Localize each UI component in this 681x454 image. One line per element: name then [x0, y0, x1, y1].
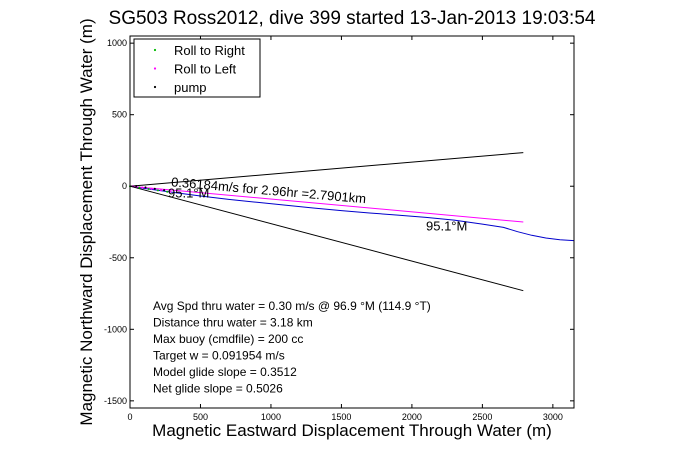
summary-line: Distance thru water = 3.18 km: [153, 316, 313, 330]
y-tick-label: 1000: [107, 38, 127, 48]
legend-marker: [153, 67, 157, 70]
plot-annotation: 95.1°M: [426, 219, 467, 234]
notes-layer: Avg Spd thru water = 0.30 m/s @ 96.9 °M …: [153, 299, 431, 396]
ticks-layer: 0 500 1000 1500 2000 2500 3000 -1500 -1000 -500 0 5…: [104, 36, 574, 422]
legend-label: Roll to Right: [174, 43, 245, 58]
y-tick-label: -1000: [104, 324, 127, 334]
x-tick-label: 500: [193, 412, 208, 422]
roll-marker: [138, 186, 141, 189]
series-layer: [129, 152, 575, 292]
roll-marker: [150, 187, 153, 190]
x-tick-label: 2500: [472, 412, 492, 422]
roll-marker: [153, 187, 156, 190]
roll-marker: [135, 185, 138, 188]
summary-line: Model glide slope = 0.3512: [153, 365, 297, 379]
legend-marker: [153, 48, 157, 52]
roll-marker: [144, 186, 147, 189]
y-tick-label: -1500: [104, 396, 127, 406]
roll-marker: [160, 189, 163, 192]
summary-line: Target w = 0.091954 m/s: [153, 349, 285, 363]
legend-label: Roll to Left: [174, 62, 237, 77]
y-tick-label: 500: [112, 110, 127, 120]
roll-marker: [163, 189, 166, 192]
x-tick-label: 3000: [543, 412, 563, 422]
chart-title: SG503 Ross2012, dive 399 started 13-Jan-…: [109, 8, 596, 29]
legend-marker: [153, 85, 157, 89]
roll-marker: [169, 190, 172, 193]
roll-marker: [156, 189, 159, 192]
series-line-1: [129, 185, 524, 223]
x-axis-label: Magnetic Eastward Displacement Through W…: [152, 421, 552, 440]
plot-frame: [129, 35, 575, 409]
x-tick-label: 2000: [402, 412, 422, 422]
y-tick-label: 0: [122, 181, 127, 191]
x-tick-label: 0: [127, 412, 132, 422]
summary-line: Avg Spd thru water = 0.30 m/s @ 96.9 °M …: [153, 299, 431, 313]
series-line-0: [129, 185, 575, 242]
y-axis-label: Magnetic Northward Displacement Through …: [77, 18, 96, 425]
x-tick-label: 1500: [331, 412, 351, 422]
y-tick-label: -500: [109, 253, 127, 263]
summary-line: Net glide slope = 0.5026: [153, 382, 283, 396]
roll-marker: [166, 190, 169, 193]
plot-annotation: 95.1°M: [168, 186, 209, 201]
summary-line: Max buoy (cmdfile) = 200 cc: [153, 332, 303, 346]
legend: Roll to Right Roll to Left pump: [133, 38, 261, 98]
roll-marker: [147, 187, 150, 190]
annotations-layer: 0.36184m/s for 2.96hr =2.7901km95.1°M95.…: [168, 174, 467, 233]
x-tick-label: 1000: [261, 412, 281, 422]
series-line-3: [129, 185, 524, 292]
roll-marker: [141, 186, 144, 189]
series-line-2: [129, 152, 524, 187]
legend-label: pump: [174, 80, 207, 95]
